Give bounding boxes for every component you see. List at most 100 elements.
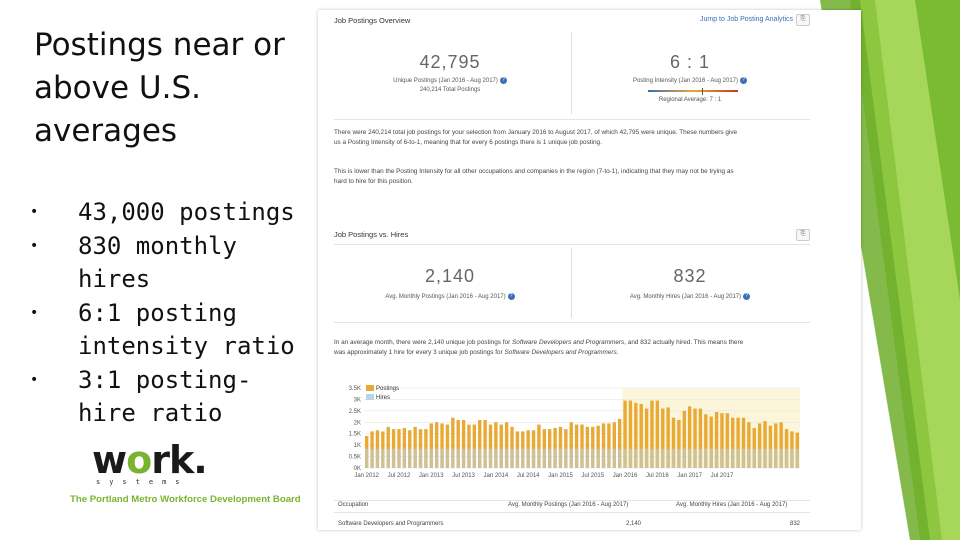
bar-postings[interactable]	[612, 422, 616, 468]
bar-hires[interactable]	[574, 449, 579, 468]
bar-postings[interactable]	[757, 423, 762, 468]
bar-postings[interactable]	[386, 426, 390, 468]
bar-hires[interactable]	[451, 448, 455, 468]
bar-postings[interactable]	[655, 400, 660, 468]
help-icon[interactable]: ?	[740, 77, 748, 84]
bar-postings[interactable]	[499, 424, 503, 468]
bar-postings[interactable]	[467, 424, 471, 468]
bar-postings[interactable]	[445, 424, 450, 468]
bar-hires[interactable]	[478, 448, 482, 468]
help-icon[interactable]: ?	[499, 77, 507, 84]
bar-postings[interactable]	[736, 417, 740, 468]
bar-postings[interactable]	[693, 408, 697, 468]
bar-hires[interactable]	[537, 448, 541, 468]
bar-hires[interactable]	[526, 448, 530, 468]
bar-hires[interactable]	[650, 449, 654, 468]
bar-hires[interactable]	[548, 448, 552, 468]
bar-postings[interactable]	[698, 408, 703, 468]
bar-postings[interactable]	[580, 424, 584, 468]
bar-hires[interactable]	[671, 449, 676, 468]
bar-postings[interactable]	[494, 422, 498, 468]
bar-hires[interactable]	[612, 448, 616, 468]
bar-postings[interactable]	[510, 426, 514, 468]
bar-postings[interactable]	[429, 423, 433, 468]
bar-postings[interactable]	[682, 410, 686, 468]
bar-hires[interactable]	[596, 449, 600, 468]
bar-postings[interactable]	[666, 407, 670, 468]
bar-postings[interactable]	[704, 414, 708, 468]
bar-hires[interactable]	[408, 449, 412, 468]
bar-hires[interactable]	[682, 448, 686, 468]
bar-hires[interactable]	[531, 448, 536, 468]
bar-hires[interactable]	[569, 448, 573, 468]
bar-postings[interactable]	[634, 402, 638, 468]
bar-hires[interactable]	[704, 448, 708, 468]
bar-postings[interactable]	[434, 422, 439, 468]
bar-postings[interactable]	[418, 429, 423, 468]
bar-hires[interactable]	[628, 448, 633, 468]
bar-postings[interactable]	[585, 426, 590, 468]
bar-hires[interactable]	[714, 448, 719, 468]
bar-postings[interactable]	[607, 423, 611, 468]
bar-postings[interactable]	[714, 412, 719, 468]
bar-postings[interactable]	[413, 426, 417, 468]
bar-hires[interactable]	[402, 448, 407, 468]
bar-postings[interactable]	[478, 420, 482, 468]
bar-hires[interactable]	[424, 448, 428, 468]
bar-hires[interactable]	[698, 449, 703, 468]
bar-hires[interactable]	[413, 448, 417, 468]
bar-postings[interactable]	[741, 417, 746, 468]
bar-postings[interactable]	[671, 417, 676, 468]
bar-hires[interactable]	[429, 449, 433, 468]
bar-hires[interactable]	[467, 448, 471, 468]
bar-hires[interactable]	[510, 448, 514, 468]
bar-postings[interactable]	[596, 425, 600, 468]
bar-hires[interactable]	[741, 448, 746, 468]
bar-postings[interactable]	[564, 429, 568, 468]
legend-hires[interactable]: Hires	[366, 394, 399, 403]
bar-postings[interactable]	[553, 428, 557, 468]
bar-postings[interactable]	[763, 421, 767, 468]
bar-hires[interactable]	[488, 448, 493, 468]
bar-hires[interactable]	[634, 448, 638, 468]
bar-postings[interactable]	[397, 429, 401, 468]
bar-hires[interactable]	[386, 448, 390, 468]
bar-hires[interactable]	[515, 449, 520, 468]
bar-hires[interactable]	[747, 448, 751, 468]
bar-postings[interactable]	[402, 428, 407, 468]
bar-postings[interactable]	[424, 429, 428, 468]
bar-postings[interactable]	[461, 420, 466, 468]
bar-postings[interactable]	[752, 428, 756, 468]
bar-postings[interactable]	[537, 424, 541, 468]
bar-hires[interactable]	[720, 448, 724, 468]
bar-hires[interactable]	[580, 448, 584, 468]
bar-postings[interactable]	[569, 422, 573, 468]
bar-hires[interactable]	[375, 449, 380, 468]
bar-hires[interactable]	[365, 448, 369, 468]
bar-hires[interactable]	[752, 448, 756, 468]
bar-hires[interactable]	[456, 448, 460, 468]
bar-hires[interactable]	[445, 448, 450, 468]
bar-hires[interactable]	[644, 448, 649, 468]
bar-hires[interactable]	[564, 448, 568, 468]
bar-hires[interactable]	[494, 449, 498, 468]
bar-postings[interactable]	[720, 413, 724, 468]
bar-hires[interactable]	[370, 448, 374, 468]
bar-hires[interactable]	[623, 449, 627, 468]
legend-postings[interactable]: Postings	[366, 385, 399, 394]
bar-hires[interactable]	[585, 448, 590, 468]
bar-hires[interactable]	[790, 448, 794, 468]
bar-hires[interactable]	[661, 448, 665, 468]
bar-hires[interactable]	[774, 448, 778, 468]
bar-postings[interactable]	[617, 418, 622, 468]
bar-postings[interactable]	[601, 423, 606, 468]
bar-postings[interactable]	[542, 429, 547, 468]
bar-hires[interactable]	[418, 448, 423, 468]
bar-hires[interactable]	[731, 448, 735, 468]
bar-hires[interactable]	[397, 448, 401, 468]
bar-hires[interactable]	[553, 448, 557, 468]
bar-postings[interactable]	[687, 406, 692, 468]
bar-hires[interactable]	[607, 448, 611, 468]
bar-hires[interactable]	[558, 448, 563, 468]
bar-hires[interactable]	[725, 449, 730, 468]
